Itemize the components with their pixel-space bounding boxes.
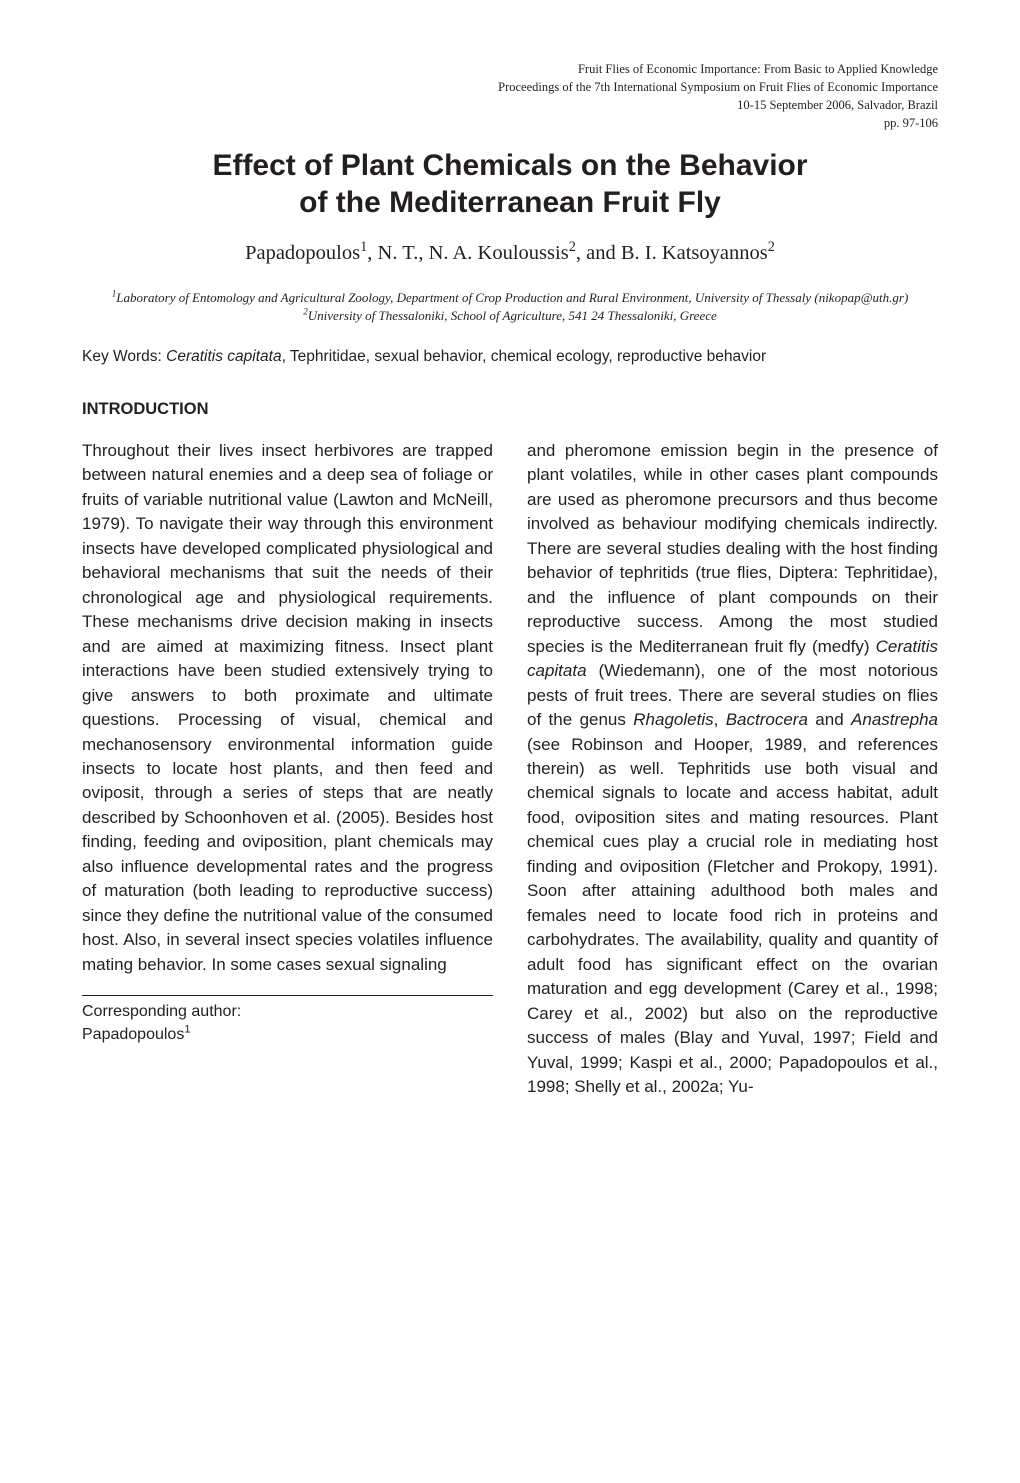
right-column: and pheromone emission begin in the pres… xyxy=(527,439,938,1100)
header-line-3: 10-15 September 2006, Salvador, Brazil xyxy=(82,96,938,114)
header-line-1: Fruit Flies of Economic Importance: From… xyxy=(82,60,938,78)
title-line-2: of the Mediterranean Fruit Fly xyxy=(299,186,721,219)
section-heading-introduction: INTRODUCTION xyxy=(82,400,938,419)
keywords-values: Ceratitis capitata, Tephritidae, sexual … xyxy=(166,348,766,365)
header-line-4: pp. 97-106 xyxy=(82,114,938,132)
keywords-label: Key Words: xyxy=(82,348,166,365)
two-column-body: Throughout their lives insect herbivores… xyxy=(82,439,938,1100)
right-paragraph: and pheromone emission begin in the pres… xyxy=(527,439,938,1100)
affiliations: 1Laboratory of Entomology and Agricultur… xyxy=(100,289,920,327)
header-line-2: Proceedings of the 7th International Sym… xyxy=(82,78,938,96)
corresponding-author-name: Papadopoulos1 xyxy=(82,1024,493,1046)
title-line-1: Effect of Plant Chemicals on the Behavio… xyxy=(212,149,807,182)
left-paragraph: Throughout their lives insect herbivores… xyxy=(82,439,493,977)
corresponding-author-block: Corresponding author: Papadopoulos1 xyxy=(82,995,493,1046)
keywords: Key Words: Ceratitis capitata, Tephritid… xyxy=(82,346,938,368)
paper-title: Effect of Plant Chemicals on the Behavio… xyxy=(82,147,938,222)
corresponding-author-label: Corresponding author: xyxy=(82,1001,493,1023)
proceedings-header: Fruit Flies of Economic Importance: From… xyxy=(82,60,938,133)
authors-line: Papadopoulos1, N. T., N. A. Kouloussis2,… xyxy=(82,242,938,265)
left-column: Throughout their lives insect herbivores… xyxy=(82,439,493,1100)
